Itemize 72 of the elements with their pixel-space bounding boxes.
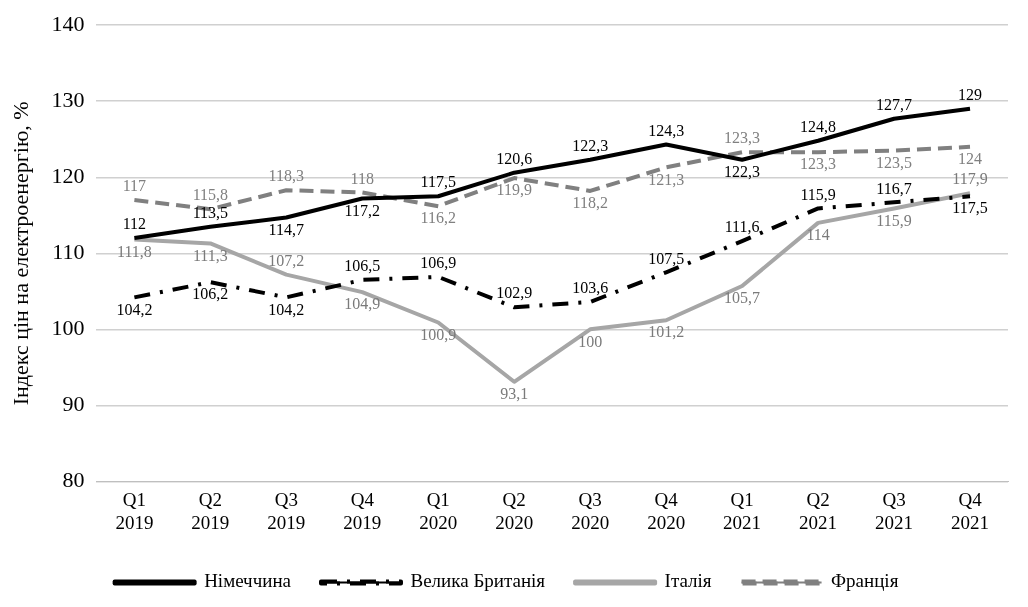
y-axis-title: Індекс цін на електроенергію, % [7,101,33,406]
x-tick-label: Q3 2019 [267,488,306,533]
data-label: 100,9 [420,325,457,343]
data-label: 123,3 [800,155,837,173]
data-label: 102,9 [496,284,533,302]
y-tick-label: 90 [62,391,85,417]
y-tick-label: 130 [51,87,85,113]
data-label: 107,5 [648,249,685,267]
data-label: 106,5 [344,257,381,275]
data-label: 111,6 [724,218,760,236]
legend-label: Німеччина [204,570,292,592]
data-label: 103,6 [572,279,609,297]
x-tick-label: Q4 2019 [343,488,382,533]
data-label: 119,9 [496,181,532,199]
data-label: 101,2 [648,323,685,341]
data-label: 121,3 [648,170,685,188]
data-label: 117 [122,177,147,195]
x-tick-label: Q1 2019 [115,488,154,533]
y-tick-label: 110 [52,239,85,265]
data-label: 118 [350,169,374,187]
legend-label: Франція [831,570,899,592]
data-label: 118,3 [268,167,305,185]
data-label: 111,3 [192,246,228,264]
x-tick-label: Q3 2020 [571,488,610,533]
data-label: 124,8 [800,117,837,135]
data-label: 117,9 [952,170,988,188]
data-label: 117,5 [420,173,456,191]
data-label: 129 [958,86,983,104]
legend-label: Велика Британія [410,570,546,592]
data-label: 114 [806,226,830,244]
data-label: 111,8 [116,242,152,260]
data-label: 117,5 [952,199,988,217]
data-label: 106,2 [192,285,229,303]
y-tick-label: 80 [62,467,85,493]
data-label: 112 [122,215,147,233]
y-tick-label: 100 [51,315,85,341]
x-tick-label: Q2 2021 [799,488,838,533]
data-label: 114,7 [268,220,305,238]
data-label: 115,9 [876,211,912,229]
data-label: 93,1 [500,385,529,402]
data-label: 115,9 [800,185,836,203]
data-label: 104,2 [116,300,153,318]
x-tick-label: Q3 2021 [875,488,914,533]
data-label: 113,5 [192,203,229,221]
x-tick-label: Q1 2020 [419,488,458,533]
data-label: 123,3 [724,129,761,147]
data-label: 116,2 [420,209,456,227]
x-tick-label: Q2 2020 [495,488,534,533]
data-label: 115,8 [192,186,229,204]
data-label: 117,2 [344,201,380,219]
legend-label: Італія [664,570,712,592]
y-tick-label: 140 [51,10,85,36]
x-tick-label: Q1 2021 [723,488,762,533]
data-label: 106,9 [420,254,457,272]
x-tick-label: Q4 2021 [951,488,990,533]
data-label: 118,2 [572,194,608,212]
x-tick-label: Q2 2019 [191,488,230,533]
data-label: 124,3 [648,121,685,139]
data-label: 124 [958,150,983,168]
data-label: 116,7 [876,179,912,197]
data-label: 120,6 [496,149,533,167]
data-label: 122,3 [724,162,761,180]
y-tick-label: 120 [51,163,85,189]
data-label: 127,7 [876,95,913,113]
data-label: 107,2 [268,251,305,269]
data-label: 122,3 [572,136,609,154]
data-label: 104,2 [268,300,305,318]
data-label: 104,9 [344,295,381,313]
data-label: 100 [578,332,603,350]
data-label: 105,7 [724,289,761,307]
x-tick-label: Q4 2020 [647,488,686,533]
data-label: 123,5 [876,153,913,171]
